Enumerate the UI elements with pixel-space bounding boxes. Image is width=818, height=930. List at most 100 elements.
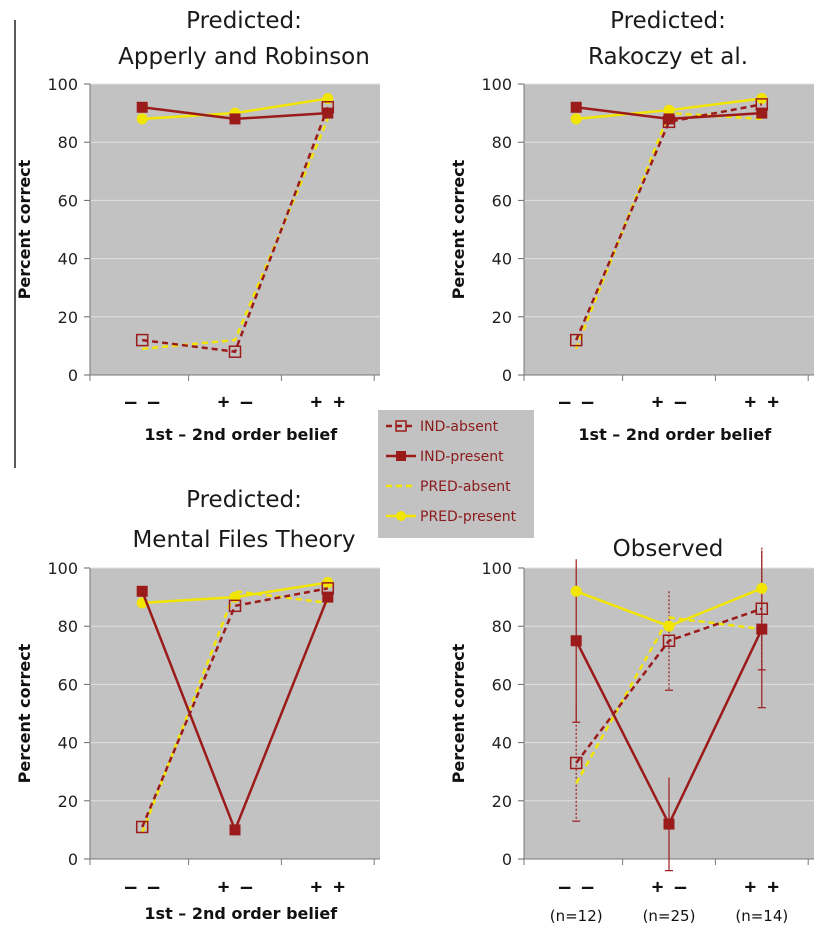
category-count-label: (n=25) — [643, 907, 696, 925]
plot-area — [90, 568, 380, 859]
x-tick-label: + + — [311, 391, 345, 413]
legend-label: PRED-present — [420, 509, 517, 525]
data-point — [569, 756, 583, 770]
x-tick-label: + + — [745, 876, 779, 898]
x-axis-label: 1st – 2nd order belief — [144, 425, 338, 444]
legend-label: IND-present — [420, 449, 504, 465]
x-tick-label: – – — [559, 876, 594, 898]
y-tick-label: 0 — [68, 366, 78, 385]
series-line-ind-absent — [575, 103, 763, 341]
legend-label: PRED-absent — [420, 479, 511, 495]
legend: IND-absent IND-present PRED-absent PRED-pre… — [378, 410, 534, 538]
chart-panel-4: Observed 0 20 40 60 80 100 Percent correct – – (n… — [449, 536, 814, 925]
y-tick-label: 80 — [58, 133, 78, 152]
data-point — [228, 599, 242, 613]
y-tick-label: 40 — [58, 250, 78, 269]
data-point — [570, 113, 582, 125]
x-tick-label: – – — [559, 391, 594, 413]
category-count-label: (n=14) — [735, 907, 788, 925]
data-point — [569, 333, 583, 347]
data-point — [663, 620, 675, 632]
chart-panel-1: Predicted: Apperly and Robinson 0 20 40 60 80 1… — [15, 8, 380, 444]
y-tick-label: 80 — [492, 133, 512, 152]
x-tick-label: + – — [652, 391, 687, 413]
series-line-ind-absent — [575, 607, 763, 764]
series-line-pred-absent — [141, 589, 328, 834]
data-point — [663, 104, 675, 116]
chart-title-line: Predicted: — [610, 8, 726, 34]
y-tick-label: 20 — [58, 308, 78, 327]
y-tick-label: 0 — [68, 850, 78, 869]
data-point — [228, 345, 242, 358]
data-point — [663, 818, 675, 830]
y-tick-label: 0 — [502, 850, 512, 869]
x-axis-label: 1st – 2nd order belief — [144, 904, 338, 923]
plot-area — [524, 84, 814, 375]
y-tick-label: 80 — [492, 617, 512, 636]
y-tick-label: 40 — [58, 734, 78, 753]
y-tick-label: 100 — [47, 559, 78, 578]
y-tick-label: 20 — [492, 792, 512, 811]
data-point — [756, 582, 768, 594]
y-tick-label: 0 — [502, 366, 512, 385]
chart-title-line: Predicted: — [186, 487, 302, 513]
data-point — [663, 113, 675, 125]
chart-title-line: Observed — [613, 536, 724, 562]
chart-title-line: Rakoczy et al. — [588, 44, 748, 70]
y-tick-label: 80 — [58, 617, 78, 636]
y-tick-label: 60 — [58, 191, 78, 210]
series-line-ind-absent — [142, 106, 329, 354]
x-tick-label: + – — [218, 391, 253, 413]
y-tick-label: 40 — [492, 734, 512, 753]
chart-title-line: Apperly and Robinson — [118, 44, 370, 70]
data-point — [570, 635, 582, 647]
chart-title-line: Mental Files Theory — [132, 527, 355, 553]
data-point — [570, 101, 582, 113]
y-tick-label: 100 — [481, 559, 512, 578]
y-tick-label: 20 — [58, 792, 78, 811]
data-point — [756, 623, 768, 635]
x-tick-label: – – — [125, 391, 160, 413]
y-axis-label: Percent correct — [449, 159, 468, 299]
plot-area — [90, 84, 380, 375]
data-point — [322, 107, 334, 119]
y-tick-label: 20 — [492, 308, 512, 327]
data-point — [229, 113, 241, 125]
category-count-label: (n=12) — [550, 907, 603, 925]
y-tick-label: 60 — [492, 191, 512, 210]
data-point — [755, 602, 769, 615]
chart-title-line: Predicted: — [186, 8, 302, 34]
series-line-pred-absent — [575, 616, 762, 784]
data-point — [662, 634, 676, 647]
x-tick-label: + + — [311, 876, 345, 898]
x-tick-label: – – — [125, 876, 160, 898]
y-axis-label: Percent correct — [15, 159, 34, 299]
y-axis-label: Percent correct — [15, 643, 34, 783]
chart-panel-3: Predicted: Mental Files Theory 0 20 40 60 80 10… — [15, 487, 380, 923]
data-point — [570, 585, 582, 597]
charts: Predicted: Apperly and Robinson 0 20 40 60 80 1… — [15, 8, 814, 925]
data-point — [756, 107, 768, 119]
data-point — [322, 591, 334, 603]
x-tick-label: + – — [218, 876, 253, 898]
x-axis-label: 1st – 2nd order belief — [578, 425, 772, 444]
x-tick-label: + – — [652, 876, 687, 898]
data-point — [136, 113, 148, 125]
legend-marker — [396, 451, 406, 461]
legend-marker — [395, 420, 407, 432]
data-point — [136, 585, 148, 597]
data-point — [135, 820, 149, 834]
legend-marker — [396, 511, 406, 521]
y-tick-label: 60 — [58, 675, 78, 694]
data-point — [136, 101, 148, 113]
data-point — [135, 333, 149, 347]
x-tick-label: + + — [745, 391, 779, 413]
legend-label: IND-absent — [420, 419, 499, 435]
y-tick-label: 40 — [492, 250, 512, 269]
y-axis-label: Percent correct — [449, 643, 468, 783]
y-tick-label: 100 — [481, 75, 512, 94]
data-point — [229, 824, 241, 836]
series-line-pred-absent — [142, 118, 329, 351]
series-line-ind-absent — [141, 587, 329, 828]
